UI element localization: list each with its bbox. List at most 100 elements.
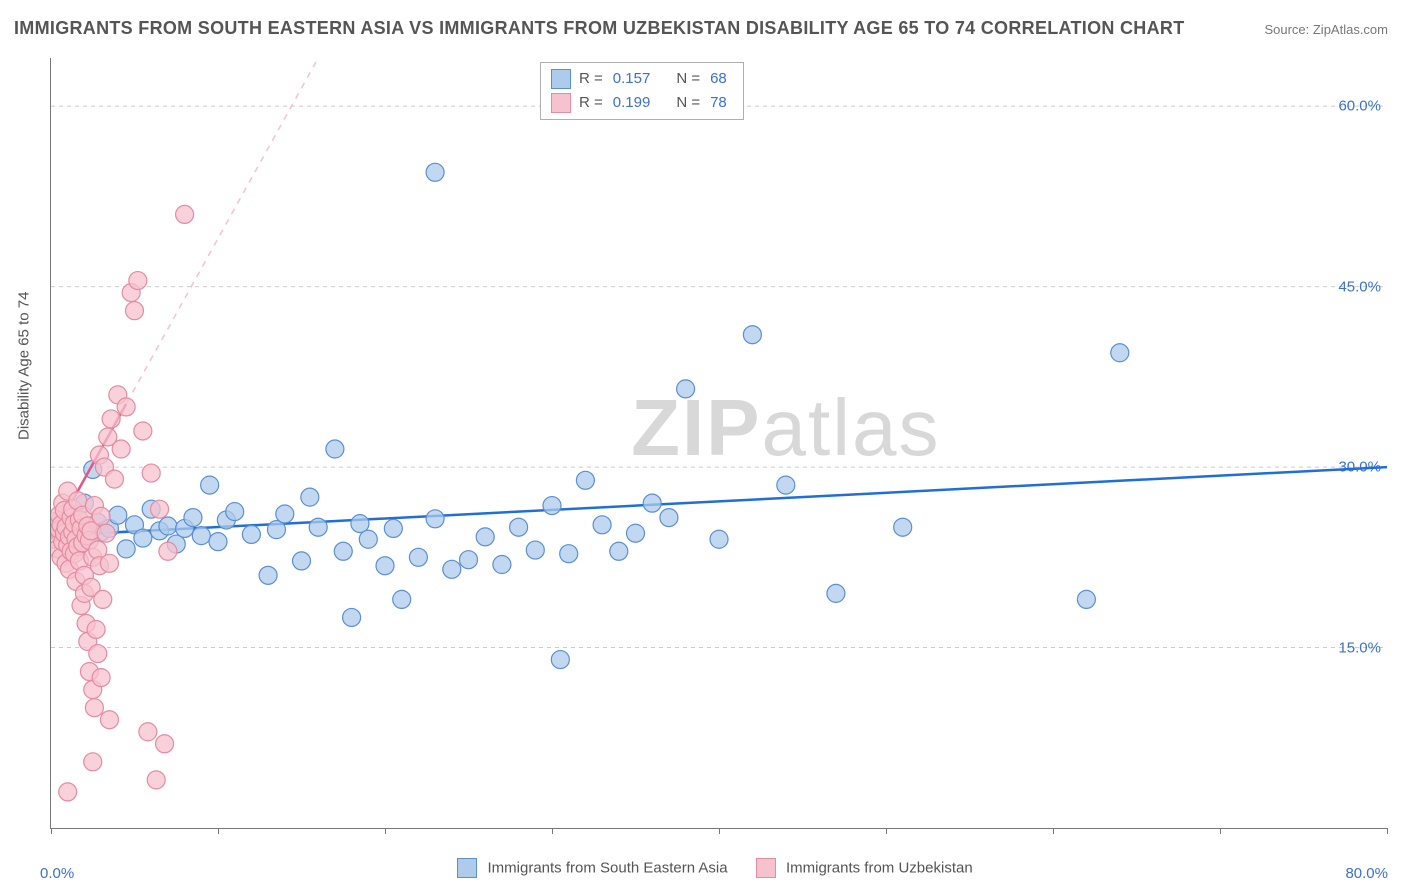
data-point-uzb — [89, 645, 107, 663]
n-label: N = — [676, 67, 700, 91]
data-point-sea — [209, 533, 227, 551]
data-point-uzb — [151, 500, 169, 518]
series-label-sea: Immigrants from South Eastern Asia — [488, 860, 728, 877]
data-point-sea — [593, 516, 611, 534]
data-point-sea — [443, 560, 461, 578]
data-point-sea — [259, 566, 277, 584]
data-point-sea — [301, 488, 319, 506]
data-point-sea — [309, 518, 327, 536]
chart-data-svg — [51, 58, 1387, 828]
source-label: Source: — [1264, 22, 1312, 37]
x-tick — [218, 828, 219, 834]
data-point-sea — [384, 519, 402, 537]
x-axis-min-label: 0.0% — [40, 865, 74, 882]
r-label: R = — [579, 91, 603, 115]
data-point-uzb — [97, 524, 115, 542]
data-point-sea — [159, 517, 177, 535]
data-point-sea — [1077, 590, 1095, 608]
y-axis-title: Disability Age 65 to 74 — [16, 292, 33, 440]
data-point-uzb — [156, 735, 174, 753]
data-point-sea — [660, 509, 678, 527]
data-point-sea — [334, 542, 352, 560]
data-point-sea — [743, 326, 761, 344]
data-point-sea — [376, 557, 394, 575]
data-point-sea — [777, 476, 795, 494]
swatch-sea — [551, 69, 571, 89]
data-point-sea — [493, 556, 511, 574]
n-label: N = — [676, 91, 700, 115]
swatch-uzb — [551, 93, 571, 113]
data-point-sea — [476, 528, 494, 546]
data-point-uzb — [87, 620, 105, 638]
data-point-sea — [326, 440, 344, 458]
data-point-sea — [359, 530, 377, 548]
data-point-sea — [510, 518, 528, 536]
data-point-uzb — [147, 771, 165, 789]
source-value: ZipAtlas.com — [1313, 22, 1388, 37]
data-point-uzb — [102, 410, 120, 428]
data-point-uzb — [85, 699, 103, 717]
data-point-sea — [426, 163, 444, 181]
data-point-sea — [426, 510, 444, 528]
data-point-sea — [543, 497, 561, 515]
r-value-sea: 0.157 — [613, 67, 651, 91]
data-point-uzb — [126, 302, 144, 320]
x-tick — [1220, 828, 1221, 834]
data-point-uzb — [100, 711, 118, 729]
data-point-sea — [643, 494, 661, 512]
x-tick — [552, 828, 553, 834]
legend-series: Immigrants from South Eastern Asia Immig… — [0, 858, 1406, 878]
data-point-sea — [827, 584, 845, 602]
data-point-sea — [710, 530, 728, 548]
data-point-sea — [201, 476, 219, 494]
data-point-uzb — [117, 398, 135, 416]
data-point-sea — [409, 548, 427, 566]
data-point-uzb — [112, 440, 130, 458]
data-point-uzb — [142, 464, 160, 482]
chart-title: IMMIGRANTS FROM SOUTH EASTERN ASIA VS IM… — [14, 18, 1185, 39]
data-point-sea — [293, 552, 311, 570]
data-point-sea — [184, 509, 202, 527]
x-tick — [719, 828, 720, 834]
r-value-uzb: 0.199 — [613, 91, 651, 115]
data-point-sea — [276, 505, 294, 523]
data-point-sea — [192, 527, 210, 545]
r-label: R = — [579, 67, 603, 91]
n-value-sea: 68 — [710, 67, 727, 91]
data-point-uzb — [105, 470, 123, 488]
data-point-sea — [460, 551, 478, 569]
data-point-uzb — [134, 422, 152, 440]
data-point-uzb — [129, 272, 147, 290]
data-point-uzb — [100, 554, 118, 572]
legend-row-uzb: R = 0.199 N = 78 — [551, 91, 729, 115]
data-point-uzb — [159, 542, 177, 560]
data-point-sea — [1111, 344, 1129, 362]
data-point-uzb — [92, 669, 110, 687]
data-point-sea — [526, 541, 544, 559]
x-tick — [51, 828, 52, 834]
x-tick — [886, 828, 887, 834]
legend-row-sea: R = 0.157 N = 68 — [551, 67, 729, 91]
source-attribution: Source: ZipAtlas.com — [1264, 22, 1388, 37]
data-point-sea — [226, 503, 244, 521]
data-point-sea — [134, 529, 152, 547]
data-point-uzb — [59, 783, 77, 801]
data-point-sea — [610, 542, 628, 560]
data-point-sea — [576, 471, 594, 489]
x-tick — [1387, 828, 1388, 834]
data-point-uzb — [84, 753, 102, 771]
chart-plot-area: ZIPatlas 15.0%30.0%45.0%60.0% — [50, 58, 1387, 829]
x-tick — [385, 828, 386, 834]
x-tick — [1053, 828, 1054, 834]
data-point-sea — [343, 608, 361, 626]
data-point-uzb — [176, 205, 194, 223]
data-point-uzb — [94, 590, 112, 608]
data-point-uzb — [139, 723, 157, 741]
data-point-sea — [117, 540, 135, 558]
data-point-sea — [109, 506, 127, 524]
data-point-sea — [894, 518, 912, 536]
n-value-uzb: 78 — [710, 91, 727, 115]
data-point-sea — [242, 525, 260, 543]
data-point-uzb — [92, 507, 110, 525]
data-point-sea — [551, 651, 569, 669]
